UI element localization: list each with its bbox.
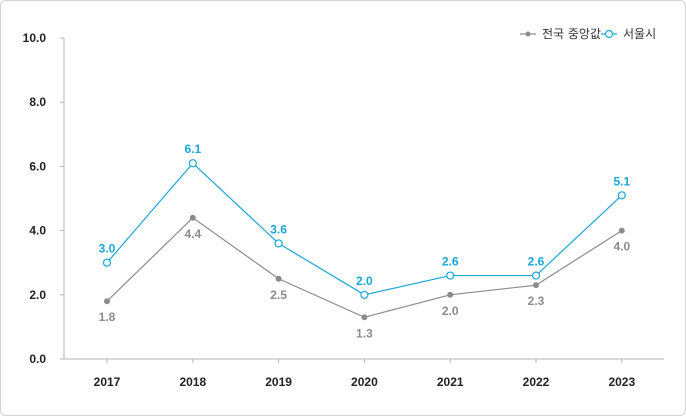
x-tick-label: 2018 <box>179 375 206 389</box>
data-point-national <box>533 282 539 289</box>
legend-marker-seoul <box>604 29 614 39</box>
series-seoul: 3.0 6.1 3.6 2.0 2.6 2.6 5.1 <box>99 142 630 299</box>
data-label-seoul: 5.1 <box>613 174 630 188</box>
x-tick-label: 2017 <box>94 375 121 389</box>
data-label-national: 4.4 <box>184 227 201 241</box>
data-label-national: 1.8 <box>99 310 116 324</box>
data-point-seoul <box>274 239 283 248</box>
data-label-national: 2.5 <box>270 288 287 302</box>
y-tick-labels: 0.0 2.0 4.0 6.0 8.0 10.0 <box>23 31 47 366</box>
axes <box>60 37 664 363</box>
y-tick-label: 4.0 <box>29 224 46 238</box>
legend: 전국 중앙값 서울시 <box>520 27 656 41</box>
x-tick-label: 2022 <box>523 375 550 389</box>
y-tick-label: 6.0 <box>29 159 46 173</box>
y-tick-label: 0.0 <box>29 352 46 366</box>
data-label-national: 2.0 <box>442 304 459 318</box>
data-point-national <box>361 314 368 321</box>
legend-item-national: 전국 중앙값 <box>520 27 601 41</box>
data-point-seoul <box>360 290 369 299</box>
legend-marker-national <box>525 31 531 37</box>
x-tick-label: 2020 <box>351 375 378 389</box>
legend-item-seoul: 서울시 <box>601 27 656 41</box>
data-label-national: 2.3 <box>528 294 545 308</box>
legend-label-national: 전국 중앙값 <box>542 27 601 41</box>
y-tick-label: 2.0 <box>29 288 46 302</box>
series-national: 1.8 4.4 2.5 1.3 2.0 2.3 4.0 <box>99 214 630 340</box>
data-point-seoul <box>531 271 541 280</box>
data-label-seoul: 3.6 <box>270 222 287 236</box>
data-label-seoul: 2.0 <box>356 274 373 288</box>
data-point-seoul <box>617 191 626 200</box>
data-label-seoul: 2.6 <box>442 255 459 269</box>
data-point-seoul <box>102 258 112 267</box>
data-point-seoul <box>188 159 197 168</box>
data-label-national: 4.0 <box>613 240 630 254</box>
data-point-seoul <box>446 271 455 280</box>
y-tick-label: 10.0 <box>23 31 47 45</box>
x-tick-label: 2019 <box>265 375 292 389</box>
series-layer: 1.8 4.4 2.5 1.3 2.0 2.3 4.0 3.0 6.1 3.6 2.0 2.6 2.6 5… <box>99 142 631 340</box>
data-label-seoul: 6.1 <box>184 142 201 156</box>
data-point-national <box>447 291 454 298</box>
data-label-seoul: 3.0 <box>99 242 116 256</box>
legend-label-seoul: 서울시 <box>623 27 656 41</box>
data-point-national <box>618 227 625 234</box>
data-point-national <box>275 275 282 282</box>
data-point-national <box>189 214 196 221</box>
x-tick-labels: 2017 2018 2019 2020 2021 2022 2023 <box>94 375 636 389</box>
data-label-seoul: 2.6 <box>528 255 545 269</box>
x-tick-label: 2023 <box>608 375 635 389</box>
data-point-national <box>104 298 110 305</box>
x-tick-label: 2021 <box>437 375 464 389</box>
data-label-national: 1.3 <box>356 326 373 340</box>
y-tick-label: 8.0 <box>29 95 46 109</box>
